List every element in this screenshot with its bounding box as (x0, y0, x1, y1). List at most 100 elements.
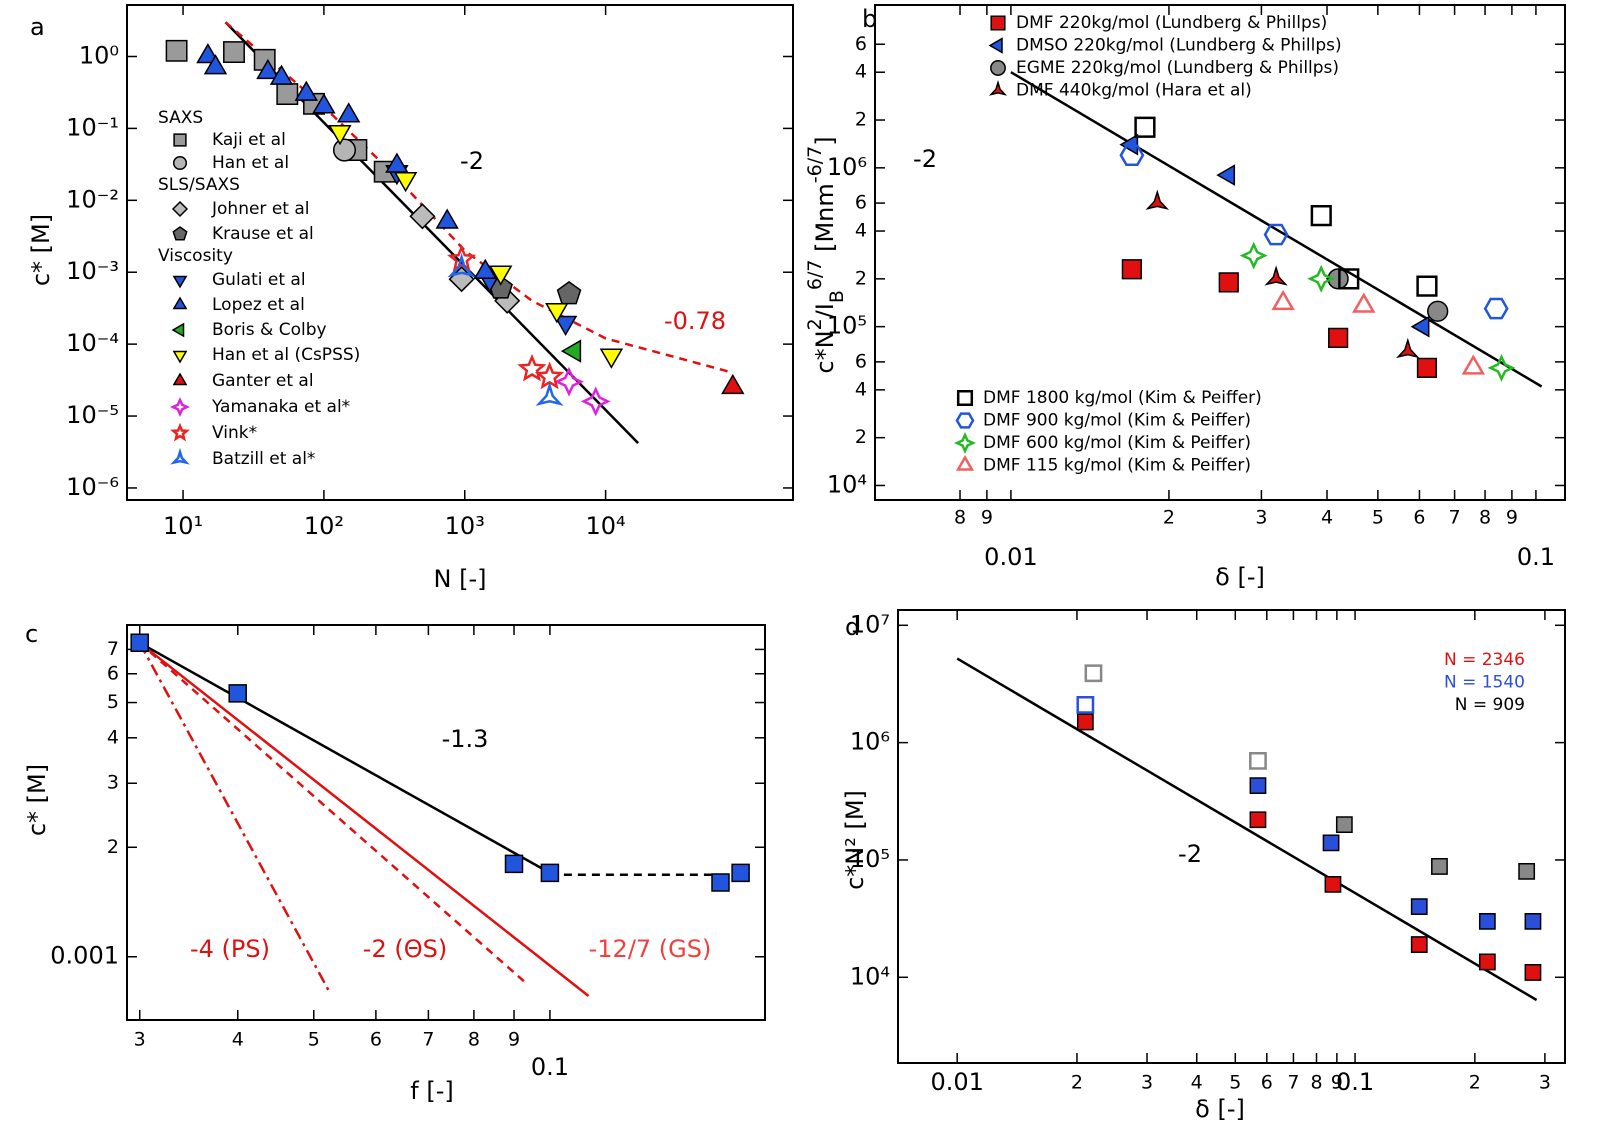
marker (393, 171, 418, 193)
y-tick-label: 10⁻¹ (66, 113, 119, 141)
fit-line (1010, 71, 1543, 388)
legend-heading: Viscosity (158, 246, 233, 266)
marker (1263, 223, 1289, 246)
marker (1328, 327, 1349, 348)
x-tick-label: 0.1 (1336, 1068, 1374, 1096)
marker (1478, 912, 1496, 930)
legend-label: Yamanaka et al* (211, 397, 350, 417)
x-tick-label: 8 (468, 1029, 480, 1051)
annotation: -2 (ΘS) (363, 935, 447, 963)
y-axis-label-part: /I (811, 303, 839, 318)
marker (1218, 272, 1239, 293)
marker (711, 873, 730, 892)
x-tick-label: 9 (981, 507, 993, 529)
marker (130, 633, 149, 653)
y-tick-label: 4 (855, 378, 867, 400)
marker (447, 252, 476, 278)
marker (599, 348, 624, 369)
y-axis-label: c* [M] (23, 764, 51, 836)
x-axis-label: δ [-] (1215, 563, 1265, 591)
legend-marker (173, 133, 187, 147)
y-tick-label: 10⁻² (66, 185, 119, 213)
x-tick-label: 8 (1310, 1072, 1322, 1094)
marker (553, 315, 578, 336)
plot-frame (874, 4, 1566, 501)
marker (556, 280, 582, 305)
fit-line (956, 657, 1538, 1002)
legend-label: Kaji et al (212, 130, 286, 150)
fit-line (138, 641, 590, 997)
legend-label: Johner et al (211, 199, 309, 219)
marker (1487, 353, 1516, 382)
marker (312, 93, 336, 114)
marker (721, 373, 745, 395)
legend-marker (171, 322, 185, 338)
y-axis-label-part: c*N (811, 330, 839, 373)
legend-label: DMF 900 kg/mol (Kim & Peiffer) (983, 411, 1251, 431)
y-axis-label: c* [M] (27, 214, 55, 286)
y-tick-label: 10⁻³ (66, 257, 119, 285)
legend-marker (990, 15, 1006, 31)
x-tick-label: 9 (508, 1029, 520, 1051)
x-tick-label: 3 (1255, 507, 1267, 529)
x-tick-label: 10² (304, 512, 344, 540)
y-tick-label: 10⁵ (827, 312, 867, 340)
legend-marker (172, 372, 188, 386)
marker (1327, 268, 1349, 290)
marker (1145, 189, 1170, 210)
y-tick-label: 4 (855, 61, 867, 83)
marker (332, 138, 357, 162)
legend-marker (170, 447, 190, 465)
marker (165, 39, 188, 62)
annotation: -4 (PS) (190, 935, 270, 963)
y-tick-label: 4 (855, 220, 867, 242)
y-axis-label-part: 6/7 (804, 260, 826, 291)
fit-line (138, 642, 330, 991)
y-axis-label-part: [Mnm (811, 183, 839, 259)
y-tick-label: 10⁻⁶ (66, 473, 119, 501)
x-tick-label: 5 (308, 1029, 320, 1051)
marker (1249, 777, 1267, 795)
y-axis-label: c*N² [M] (841, 790, 869, 890)
fit-line (139, 641, 551, 874)
annotation: -2 (1178, 840, 1202, 868)
marker (1478, 953, 1496, 971)
marker (504, 854, 524, 874)
x-tick-label: 10¹ (163, 512, 203, 540)
y-tick-label: 10⁶ (827, 153, 867, 181)
legend-label: Vink* (212, 423, 257, 443)
y-tick-label: 4 (107, 726, 119, 748)
x-tick-label: 4 (232, 1029, 244, 1051)
panel-letter: a (30, 13, 45, 41)
marker (560, 339, 582, 363)
y-tick-label: 0.001 (50, 942, 119, 970)
y-tick-label: 7 (107, 638, 119, 660)
plot-frame (126, 624, 766, 1021)
legend-label: Boris & Colby (212, 320, 327, 340)
y-tick-label: 2 (855, 426, 867, 448)
panel-letter: c (25, 620, 38, 648)
y-tick-label: 6 (855, 350, 867, 372)
y-tick-label: 10⁵ (850, 845, 890, 873)
x-axis-label: δ [-] (1195, 1095, 1245, 1123)
marker (554, 366, 584, 397)
marker (256, 58, 280, 80)
x-tick-label: 0.01 (984, 543, 1037, 571)
x-tick-label: 6 (1413, 507, 1425, 529)
marker (1395, 337, 1420, 359)
legend-marker (172, 275, 188, 289)
marker (269, 64, 294, 85)
annotation: -12/7 (GS) (589, 935, 712, 963)
marker (294, 80, 318, 101)
legend-marker (170, 422, 190, 442)
legend-label: DMF 115 kg/mol (Kim & Peiffer) (983, 456, 1251, 476)
legend-label: DMF 220kg/mol (Lundberg & Phillps) (1016, 13, 1327, 33)
legend-heading: SLS/SAXS (158, 175, 240, 195)
y-tick-label: 10⁻⁴ (66, 329, 119, 357)
marker (540, 863, 560, 883)
marker (580, 386, 611, 417)
marker (1322, 834, 1340, 852)
x-tick-label: 7 (1449, 507, 1461, 529)
x-tick-label: 9 (1506, 507, 1518, 529)
marker (409, 203, 436, 230)
